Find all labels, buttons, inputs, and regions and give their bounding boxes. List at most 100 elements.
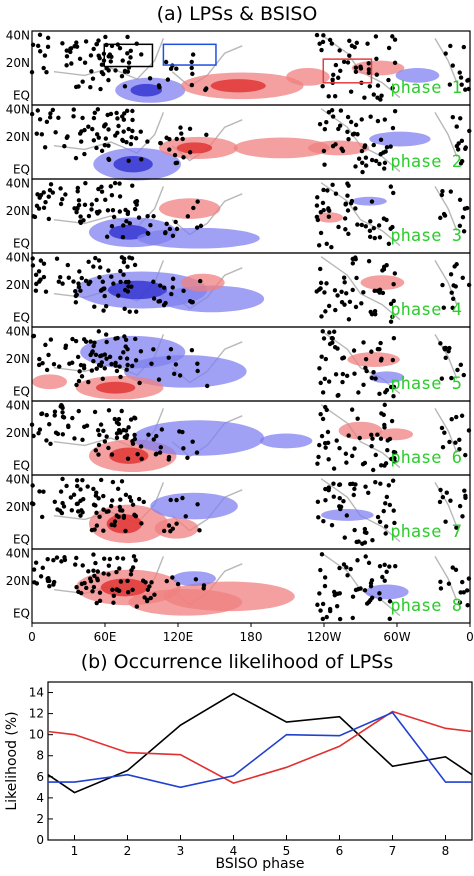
lps-dot — [123, 428, 129, 433]
positive-anomaly — [180, 273, 225, 292]
lps-dot — [348, 481, 353, 487]
lps-dot — [372, 288, 377, 294]
lps-dot — [140, 578, 146, 583]
lps-dot — [151, 279, 156, 284]
lps-dot — [98, 363, 104, 368]
lps-dot — [347, 38, 352, 43]
lps-dot — [438, 586, 444, 591]
lps-dot — [117, 46, 123, 51]
coastline — [434, 408, 458, 454]
lps-dot — [161, 528, 167, 534]
lps-dot — [45, 44, 51, 50]
phase-label: phase 4 — [390, 300, 462, 320]
lps-dot — [331, 329, 337, 334]
lps-dot — [96, 186, 101, 192]
lps-dot — [190, 52, 196, 57]
lps-dot — [92, 409, 98, 415]
coastline — [320, 182, 401, 247]
lps-dot — [125, 289, 131, 294]
lps-dot — [88, 85, 93, 90]
lps-dot — [369, 432, 374, 438]
lps-dot — [68, 46, 73, 51]
lps-dot — [460, 275, 465, 280]
lps-dot — [345, 208, 351, 213]
lps-dot — [41, 274, 47, 280]
lps-dot — [454, 525, 459, 530]
region-box — [103, 43, 154, 68]
lps-dot — [190, 439, 195, 444]
x-tick-label: 5 — [283, 844, 291, 858]
lps-dot — [356, 539, 361, 544]
lps-dot — [91, 115, 97, 121]
lps-dot — [121, 129, 126, 134]
lps-dot — [94, 510, 99, 515]
lps-dot — [442, 430, 447, 435]
lps-dot — [383, 149, 388, 154]
lps-dot — [453, 567, 459, 572]
positive-anomaly — [32, 374, 68, 390]
lps-dot — [353, 69, 359, 75]
lps-dot — [324, 120, 329, 125]
lps-dot — [392, 37, 398, 42]
negative-anomaly — [395, 68, 440, 83]
lps-dot — [71, 279, 76, 284]
lps-dot — [326, 214, 332, 219]
lps-dot — [354, 275, 359, 281]
lps-dot — [76, 202, 82, 208]
lps-dot — [362, 526, 368, 532]
lps-dot — [103, 197, 108, 203]
lps-dot — [118, 279, 123, 285]
lps-dot — [321, 336, 327, 341]
y-tick-label: 2 — [36, 812, 44, 826]
lps-dot — [174, 226, 180, 232]
lps-dot — [95, 428, 101, 433]
lps-dot — [96, 38, 101, 43]
coastline — [434, 556, 458, 602]
lps-dot — [138, 129, 143, 134]
lps-dot — [366, 560, 372, 566]
lps-dot — [189, 59, 194, 65]
lps-dot — [97, 275, 102, 280]
coastline — [434, 38, 458, 84]
lps-dot — [381, 412, 386, 418]
lps-dot — [454, 124, 459, 129]
lon-label: 0 — [466, 630, 474, 644]
lps-dot — [378, 358, 384, 363]
lps-dot — [368, 583, 374, 589]
lps-dot — [105, 112, 110, 118]
lps-dot — [122, 334, 127, 339]
lps-dot — [314, 203, 320, 208]
lat-label: 40N — [6, 103, 30, 117]
lps-dot — [353, 206, 358, 211]
lps-dot — [147, 584, 152, 589]
map-strip-phase-2: 40N 20N EQ phase 2 — [6, 103, 472, 181]
lps-dot — [80, 115, 85, 121]
lps-dot — [450, 305, 455, 311]
lps-dot — [326, 207, 331, 212]
lps-dot — [151, 214, 156, 219]
lps-dot — [53, 130, 58, 135]
lps-dot — [64, 54, 70, 59]
x-tick-label: 6 — [336, 844, 344, 858]
lps-dot — [461, 590, 466, 595]
lps-dot — [47, 583, 52, 589]
lps-dot — [103, 136, 109, 141]
lps-dot — [132, 206, 138, 212]
lps-dot — [132, 262, 138, 268]
lps-dot — [344, 291, 349, 296]
lps-dot — [354, 40, 360, 46]
lps-dot — [130, 565, 136, 570]
lps-dot — [315, 461, 320, 466]
lps-dot — [458, 116, 463, 121]
lps-dot — [167, 147, 172, 152]
lat-label: EQ — [13, 385, 30, 399]
lps-dot — [359, 301, 364, 306]
lps-dot — [30, 483, 35, 488]
lps-dot — [345, 129, 350, 135]
lps-dot — [65, 262, 71, 268]
lps-dot — [48, 337, 54, 342]
lps-dot — [382, 562, 387, 568]
lps-dot — [156, 377, 162, 382]
lps-dot — [352, 486, 357, 492]
lps-dot — [94, 366, 99, 371]
